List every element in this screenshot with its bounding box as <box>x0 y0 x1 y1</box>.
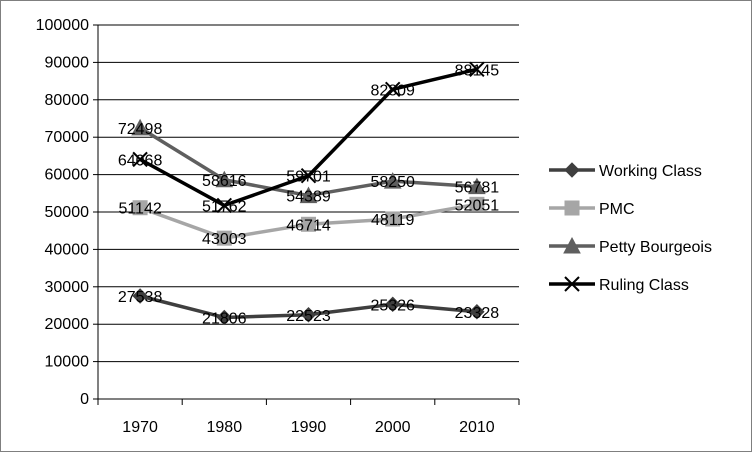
y-tick-label: 90000 <box>45 54 90 71</box>
data-label: 22523 <box>286 308 331 325</box>
legend-entry: Working Class <box>549 162 702 180</box>
x-axis: 1970 1980 1990 2000 2010 <box>97 398 520 436</box>
series-marker <box>216 230 232 246</box>
series-marker <box>300 168 317 184</box>
x-tick-label: 1970 <box>122 419 158 436</box>
data-label: 88145 <box>455 62 500 79</box>
series-marker <box>215 170 234 188</box>
series-marker <box>216 197 233 214</box>
x-tick-label: 1980 <box>207 419 243 436</box>
y-axis: 0 10000 20000 30000 40000 50000 60000 70000 8000… <box>36 17 99 408</box>
data-label: 25326 <box>370 297 415 314</box>
data-label: 23328 <box>455 305 500 322</box>
data-label: 54389 <box>286 189 331 206</box>
legend-label: Petty Bourgeois <box>599 239 712 256</box>
series-marker <box>383 172 402 189</box>
legend-entry: Petty Bourgeois <box>549 236 712 256</box>
legend-marker <box>564 276 580 292</box>
series-group <box>131 61 486 326</box>
legend-marker <box>564 200 580 216</box>
data-label: 27538 <box>118 289 163 306</box>
y-tick-label: 60000 <box>45 167 90 184</box>
y-tick-label: 70000 <box>45 129 90 146</box>
legend: Working Class PMC Petty Bourgeois Ruling Cl… <box>549 162 712 294</box>
legend-label: Ruling Class <box>599 277 689 294</box>
series-marker <box>468 177 486 195</box>
legend-label: Working Class <box>599 163 702 180</box>
y-tick-label: 20000 <box>45 316 90 333</box>
legend-marker <box>563 236 581 254</box>
series-marker <box>131 118 149 136</box>
series-marker <box>385 211 401 227</box>
data-label: 51762 <box>202 198 247 215</box>
series-marker <box>132 200 148 216</box>
series-marker <box>132 151 148 168</box>
data-label: 72498 <box>118 121 163 138</box>
series-marker <box>300 307 317 323</box>
y-tick-label: 50000 <box>45 204 90 221</box>
x-tick-label: 1990 <box>291 419 327 436</box>
data-label: 59701 <box>286 169 331 186</box>
legend-marker <box>564 162 580 178</box>
data-label: 43003 <box>202 231 247 248</box>
series-marker <box>299 186 318 204</box>
legend-entry: Ruling Class <box>549 276 689 294</box>
data-label: 82809 <box>370 82 415 99</box>
series-marker <box>384 296 401 312</box>
data-label: 56781 <box>455 180 500 197</box>
series-marker <box>301 216 316 232</box>
series-marker <box>384 81 401 98</box>
data-label: 64068 <box>118 152 163 169</box>
data-labels: 27538 21806 22523 25326 23328 51142 43003 46714… <box>118 62 499 327</box>
data-label: 52051 <box>455 197 500 214</box>
data-label: 58616 <box>202 173 247 190</box>
data-label: 48119 <box>371 212 414 229</box>
legend-label: PMC <box>599 201 635 218</box>
y-tick-label: 100000 <box>36 17 89 34</box>
legend-entry: PMC <box>549 200 635 218</box>
y-tick-label: 10000 <box>45 354 90 371</box>
series-marker <box>469 196 485 212</box>
y-tick-label: 80000 <box>45 92 90 109</box>
y-tick-label: 0 <box>80 391 89 408</box>
data-label: 21806 <box>202 310 247 327</box>
x-tick-label: 2010 <box>459 419 495 436</box>
data-label: 58250 <box>370 174 415 191</box>
x-tick-label: 2000 <box>375 419 411 436</box>
series-marker <box>216 309 233 326</box>
data-label: 51142 <box>118 201 161 218</box>
data-label: 46714 <box>286 217 331 234</box>
y-tick-label: 30000 <box>45 279 90 296</box>
series-marker <box>469 61 485 78</box>
y-tick-label: 40000 <box>45 241 90 258</box>
series-marker <box>469 304 485 320</box>
series-marker <box>132 288 148 304</box>
